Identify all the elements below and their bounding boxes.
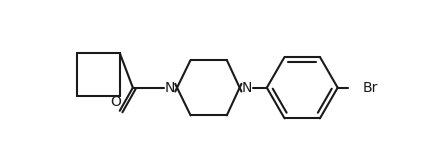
Text: Br: Br bbox=[362, 81, 378, 95]
Text: N: N bbox=[242, 81, 252, 95]
Text: N: N bbox=[165, 81, 175, 95]
Text: O: O bbox=[110, 95, 121, 109]
